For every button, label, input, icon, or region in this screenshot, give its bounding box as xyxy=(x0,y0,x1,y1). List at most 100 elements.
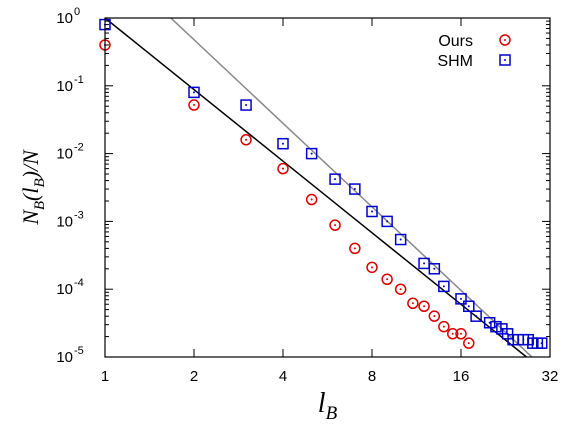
legend-label-shm: SHM xyxy=(437,53,473,70)
marker-dot xyxy=(282,142,284,145)
y-axis-label-sub: B xyxy=(32,201,48,210)
x-axis-label: lB xyxy=(318,388,338,424)
square-marker xyxy=(188,86,200,99)
circle-marker xyxy=(277,162,289,175)
y-tick-label: 10 xyxy=(56,349,73,366)
square-marker xyxy=(277,137,289,150)
legend-label-ours: Ours xyxy=(438,33,473,50)
marker-dot xyxy=(371,210,373,213)
ours-point xyxy=(455,328,467,340)
x-axis-label-sub: B xyxy=(326,403,338,424)
circle-marker xyxy=(394,283,407,295)
marker-dot xyxy=(488,321,491,324)
ours-point xyxy=(305,193,318,206)
y-tick-exponent: -3 xyxy=(74,209,84,221)
marker-dot xyxy=(433,315,436,318)
ours-point xyxy=(329,219,341,231)
ours-point xyxy=(418,300,430,313)
y-tick-exponent: -5 xyxy=(74,345,84,357)
square-marker xyxy=(470,310,482,322)
shm-point xyxy=(277,137,289,150)
y-tick-exponent: 0 xyxy=(74,6,80,18)
marker-dot xyxy=(467,342,470,345)
circle-marker xyxy=(329,219,341,231)
shm-point xyxy=(240,99,252,111)
ours-point xyxy=(188,99,200,111)
marker-dot xyxy=(371,266,373,269)
circle-marker xyxy=(446,328,459,340)
circle-marker xyxy=(366,261,378,274)
square-marker xyxy=(349,183,361,195)
x-tick-label: 32 xyxy=(542,368,559,385)
circle-marker xyxy=(428,310,441,322)
circle-marker xyxy=(455,328,467,340)
shm-point xyxy=(535,337,548,349)
marker-dot xyxy=(467,305,470,308)
circle-marker xyxy=(305,193,318,206)
y-tick-exponent: -2 xyxy=(74,142,84,154)
marker-dot xyxy=(334,178,337,181)
legend: Ours SHM xyxy=(437,33,511,70)
square-marker xyxy=(394,233,407,246)
marker-dot xyxy=(460,297,462,300)
circle-marker xyxy=(407,297,419,310)
y-axis-label-part: N xyxy=(18,209,43,226)
marker-dot xyxy=(460,332,462,335)
marker-dot xyxy=(451,332,454,335)
square-marker xyxy=(428,263,441,275)
x-axis-label-main: l xyxy=(318,388,326,419)
square-marker xyxy=(240,99,252,111)
fit-line-1 xyxy=(105,18,528,357)
square-marker xyxy=(483,317,496,329)
ours-point xyxy=(463,337,475,349)
ours-point xyxy=(366,261,378,274)
marker-dot xyxy=(310,198,313,201)
circle-marker xyxy=(240,134,252,146)
ours-point xyxy=(381,273,393,286)
circle-marker xyxy=(381,273,393,286)
y-tick-exponent: -4 xyxy=(74,277,84,289)
y-axis-label-part: )/N xyxy=(18,149,43,180)
circle-marker xyxy=(188,99,200,111)
circle-marker xyxy=(349,242,361,255)
shm-point xyxy=(463,300,475,313)
marker-dot xyxy=(433,267,436,270)
shm-point xyxy=(394,233,407,246)
ours-point xyxy=(407,297,419,310)
shm-point xyxy=(438,280,450,293)
marker-dot xyxy=(193,104,195,107)
y-tick-label: 10 xyxy=(56,281,73,298)
y-tick-label: 10 xyxy=(56,10,73,27)
legend-marker-circle xyxy=(499,34,511,46)
marker-dot xyxy=(399,238,402,241)
y-axis-label-part: ( xyxy=(18,192,43,201)
ours-point xyxy=(394,283,407,295)
ours-point xyxy=(277,162,289,175)
marker-dot xyxy=(282,167,284,170)
square-marker xyxy=(455,293,467,305)
circle-marker xyxy=(463,337,475,349)
marker-dot xyxy=(386,278,389,281)
shm-point xyxy=(483,317,496,329)
marker-dot xyxy=(193,91,195,94)
legend-marker-dot xyxy=(504,39,506,41)
marker-dot xyxy=(386,220,389,223)
marker-dot xyxy=(423,305,426,308)
marker-dot xyxy=(245,104,248,107)
x-tick-label: 2 xyxy=(190,368,198,385)
ours-point xyxy=(349,242,361,255)
marker-dot xyxy=(540,342,543,345)
circle-marker xyxy=(418,300,430,313)
x-tick-label: 1 xyxy=(101,368,109,385)
marker-dot xyxy=(442,325,445,328)
marker-dot xyxy=(411,302,414,305)
y-tick-exponent: -1 xyxy=(74,74,84,86)
fit-line-2 xyxy=(170,18,533,357)
y-tick-label: 10 xyxy=(56,78,73,95)
ours-point xyxy=(428,310,441,322)
plot-frame xyxy=(104,17,551,358)
x-tick-label: 8 xyxy=(368,368,376,385)
